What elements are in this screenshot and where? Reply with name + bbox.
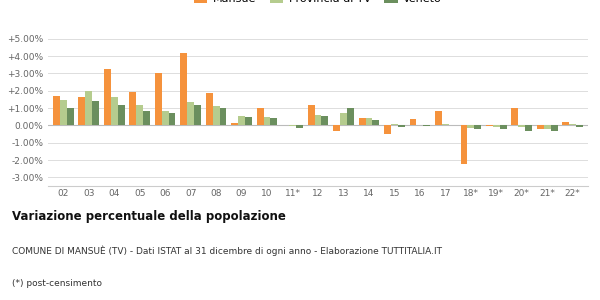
Bar	[424, 125, 430, 126]
Bar	[92, 101, 99, 125]
Bar	[333, 125, 340, 130]
Bar	[231, 123, 238, 125]
Bar	[162, 111, 169, 125]
Bar	[143, 112, 150, 125]
Bar	[525, 125, 532, 130]
Bar	[206, 93, 212, 125]
Bar	[53, 96, 60, 125]
Bar	[60, 100, 67, 125]
Bar	[181, 53, 187, 125]
Legend: Mansuè, Provincia di TV, Veneto: Mansuè, Provincia di TV, Veneto	[190, 0, 446, 8]
Bar	[562, 122, 569, 125]
Bar	[194, 104, 201, 125]
Text: Variazione percentuale della popolazione: Variazione percentuale della popolazione	[12, 210, 286, 223]
Bar	[136, 104, 143, 125]
Bar	[461, 125, 467, 164]
Bar	[518, 125, 525, 127]
Bar	[576, 125, 583, 127]
Bar	[384, 125, 391, 134]
Bar	[493, 125, 500, 127]
Bar	[435, 111, 442, 125]
Bar	[245, 117, 252, 125]
Bar	[212, 106, 220, 125]
Bar	[130, 92, 136, 125]
Bar	[442, 124, 449, 125]
Bar	[373, 120, 379, 125]
Bar	[365, 118, 373, 125]
Bar	[537, 125, 544, 129]
Bar	[340, 113, 347, 125]
Bar	[474, 125, 481, 129]
Bar	[314, 115, 322, 125]
Bar	[155, 73, 162, 125]
Bar	[271, 118, 277, 125]
Bar	[238, 116, 245, 125]
Bar	[551, 125, 557, 130]
Bar	[79, 97, 85, 125]
Bar	[359, 118, 365, 125]
Bar	[410, 119, 416, 125]
Bar	[544, 125, 551, 129]
Bar	[104, 69, 111, 125]
Bar	[67, 108, 74, 125]
Bar	[296, 125, 303, 128]
Text: COMUNE DI MANSUÈ (TV) - Dati ISTAT al 31 dicembre di ogni anno - Elaborazione TU: COMUNE DI MANSUÈ (TV) - Dati ISTAT al 31…	[12, 246, 442, 256]
Bar	[347, 108, 354, 125]
Bar	[118, 104, 125, 125]
Bar	[220, 108, 226, 125]
Bar	[500, 125, 506, 129]
Bar	[308, 104, 314, 125]
Bar	[511, 108, 518, 125]
Bar	[467, 125, 474, 128]
Text: (*) post-censimento: (*) post-censimento	[12, 279, 102, 288]
Bar	[569, 124, 576, 125]
Bar	[85, 91, 92, 125]
Bar	[289, 125, 296, 126]
Bar	[187, 102, 194, 125]
Bar	[391, 124, 398, 125]
Bar	[111, 97, 118, 125]
Bar	[257, 108, 263, 125]
Bar	[322, 116, 328, 125]
Bar	[486, 125, 493, 126]
Bar	[263, 117, 271, 125]
Bar	[169, 113, 175, 125]
Bar	[398, 125, 405, 127]
